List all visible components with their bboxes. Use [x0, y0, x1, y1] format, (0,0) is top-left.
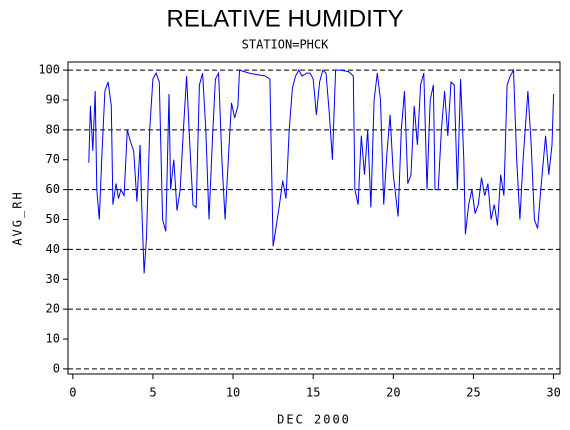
y-axis-label: AVG_RH: [11, 190, 25, 245]
data-line: [88, 68, 555, 274]
y-tick-label: 90: [46, 92, 60, 106]
x-tick-label: 20: [386, 386, 400, 400]
x-tick-label: 30: [546, 386, 560, 400]
x-tick-label: 0: [69, 386, 76, 400]
y-tick-label: 70: [46, 152, 60, 166]
chart-subtitle: STATION=PHCK: [242, 38, 329, 52]
y-tick-label: 20: [46, 302, 60, 316]
y-tick-label: 60: [46, 182, 60, 196]
y-tick-label: 30: [46, 272, 60, 286]
y-tick-label: 10: [46, 332, 60, 346]
y-tick-label: 40: [46, 242, 60, 256]
x-tick-label: 25: [466, 386, 480, 400]
y-tick-label: 50: [46, 212, 60, 226]
x-tick-label: 10: [226, 386, 240, 400]
y-tick-label: 80: [46, 122, 60, 136]
y-tick-label: 0: [53, 361, 60, 375]
x-axis-label: DEC 2000: [277, 413, 351, 427]
y-tick-label: 100: [38, 63, 60, 77]
x-tick-label: 5: [149, 386, 156, 400]
x-tick-label: 15: [306, 386, 320, 400]
chart-title: RELATIVE HUMIDITY: [167, 5, 404, 32]
plot-frame: [67, 61, 561, 375]
